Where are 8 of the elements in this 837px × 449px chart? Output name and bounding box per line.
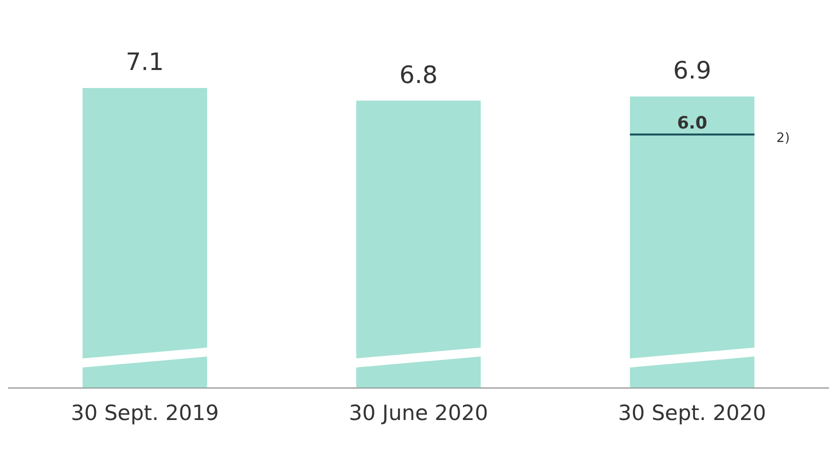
x-tick-label: 30 Sept. 2020 — [618, 400, 766, 425]
data-label: 6.8 — [399, 60, 438, 89]
data-label: 7.1 — [126, 48, 164, 76]
annotation: 2) — [776, 130, 790, 146]
ref-line-label: 6.0 — [677, 113, 708, 134]
data-label: 6.9 — [673, 56, 712, 85]
x-tick-label: 30 Sept. 2019 — [70, 400, 219, 425]
x-tick-label: 30 June 2020 — [348, 400, 488, 425]
